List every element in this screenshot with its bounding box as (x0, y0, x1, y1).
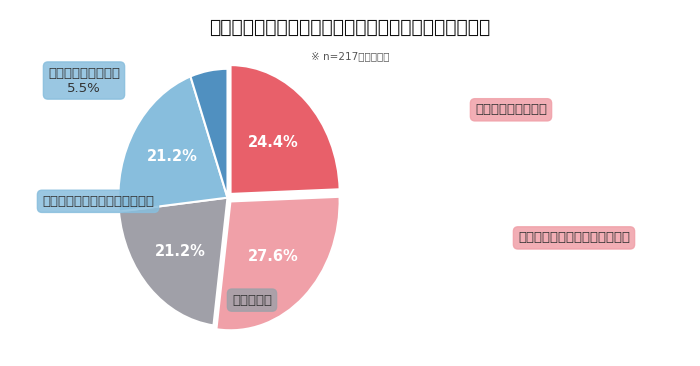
Wedge shape (190, 69, 228, 198)
Text: 著しく低下している
5.5%: 著しく低下している 5.5% (48, 67, 120, 94)
Text: 21.2%: 21.2% (146, 149, 197, 164)
Text: どちらかといえば向上している: どちらかといえば向上している (518, 231, 630, 244)
Text: 著しく向上している: 著しく向上している (475, 103, 547, 116)
Text: 27.6%: 27.6% (248, 249, 298, 264)
Text: 変わらない: 変わらない (232, 294, 272, 307)
Text: どちらかといえば低下している: どちらかといえば低下している (42, 195, 154, 208)
Text: ※ n=217／単一回答: ※ n=217／単一回答 (311, 51, 389, 61)
Text: 24.4%: 24.4% (248, 134, 298, 149)
Text: 【図】テレワークによる広告出稿業務の生産性への影響: 【図】テレワークによる広告出稿業務の生産性への影響 (209, 18, 491, 37)
Wedge shape (216, 197, 340, 330)
Wedge shape (118, 76, 228, 212)
Wedge shape (230, 65, 340, 194)
Wedge shape (119, 198, 228, 325)
Text: 21.2%: 21.2% (155, 244, 206, 259)
